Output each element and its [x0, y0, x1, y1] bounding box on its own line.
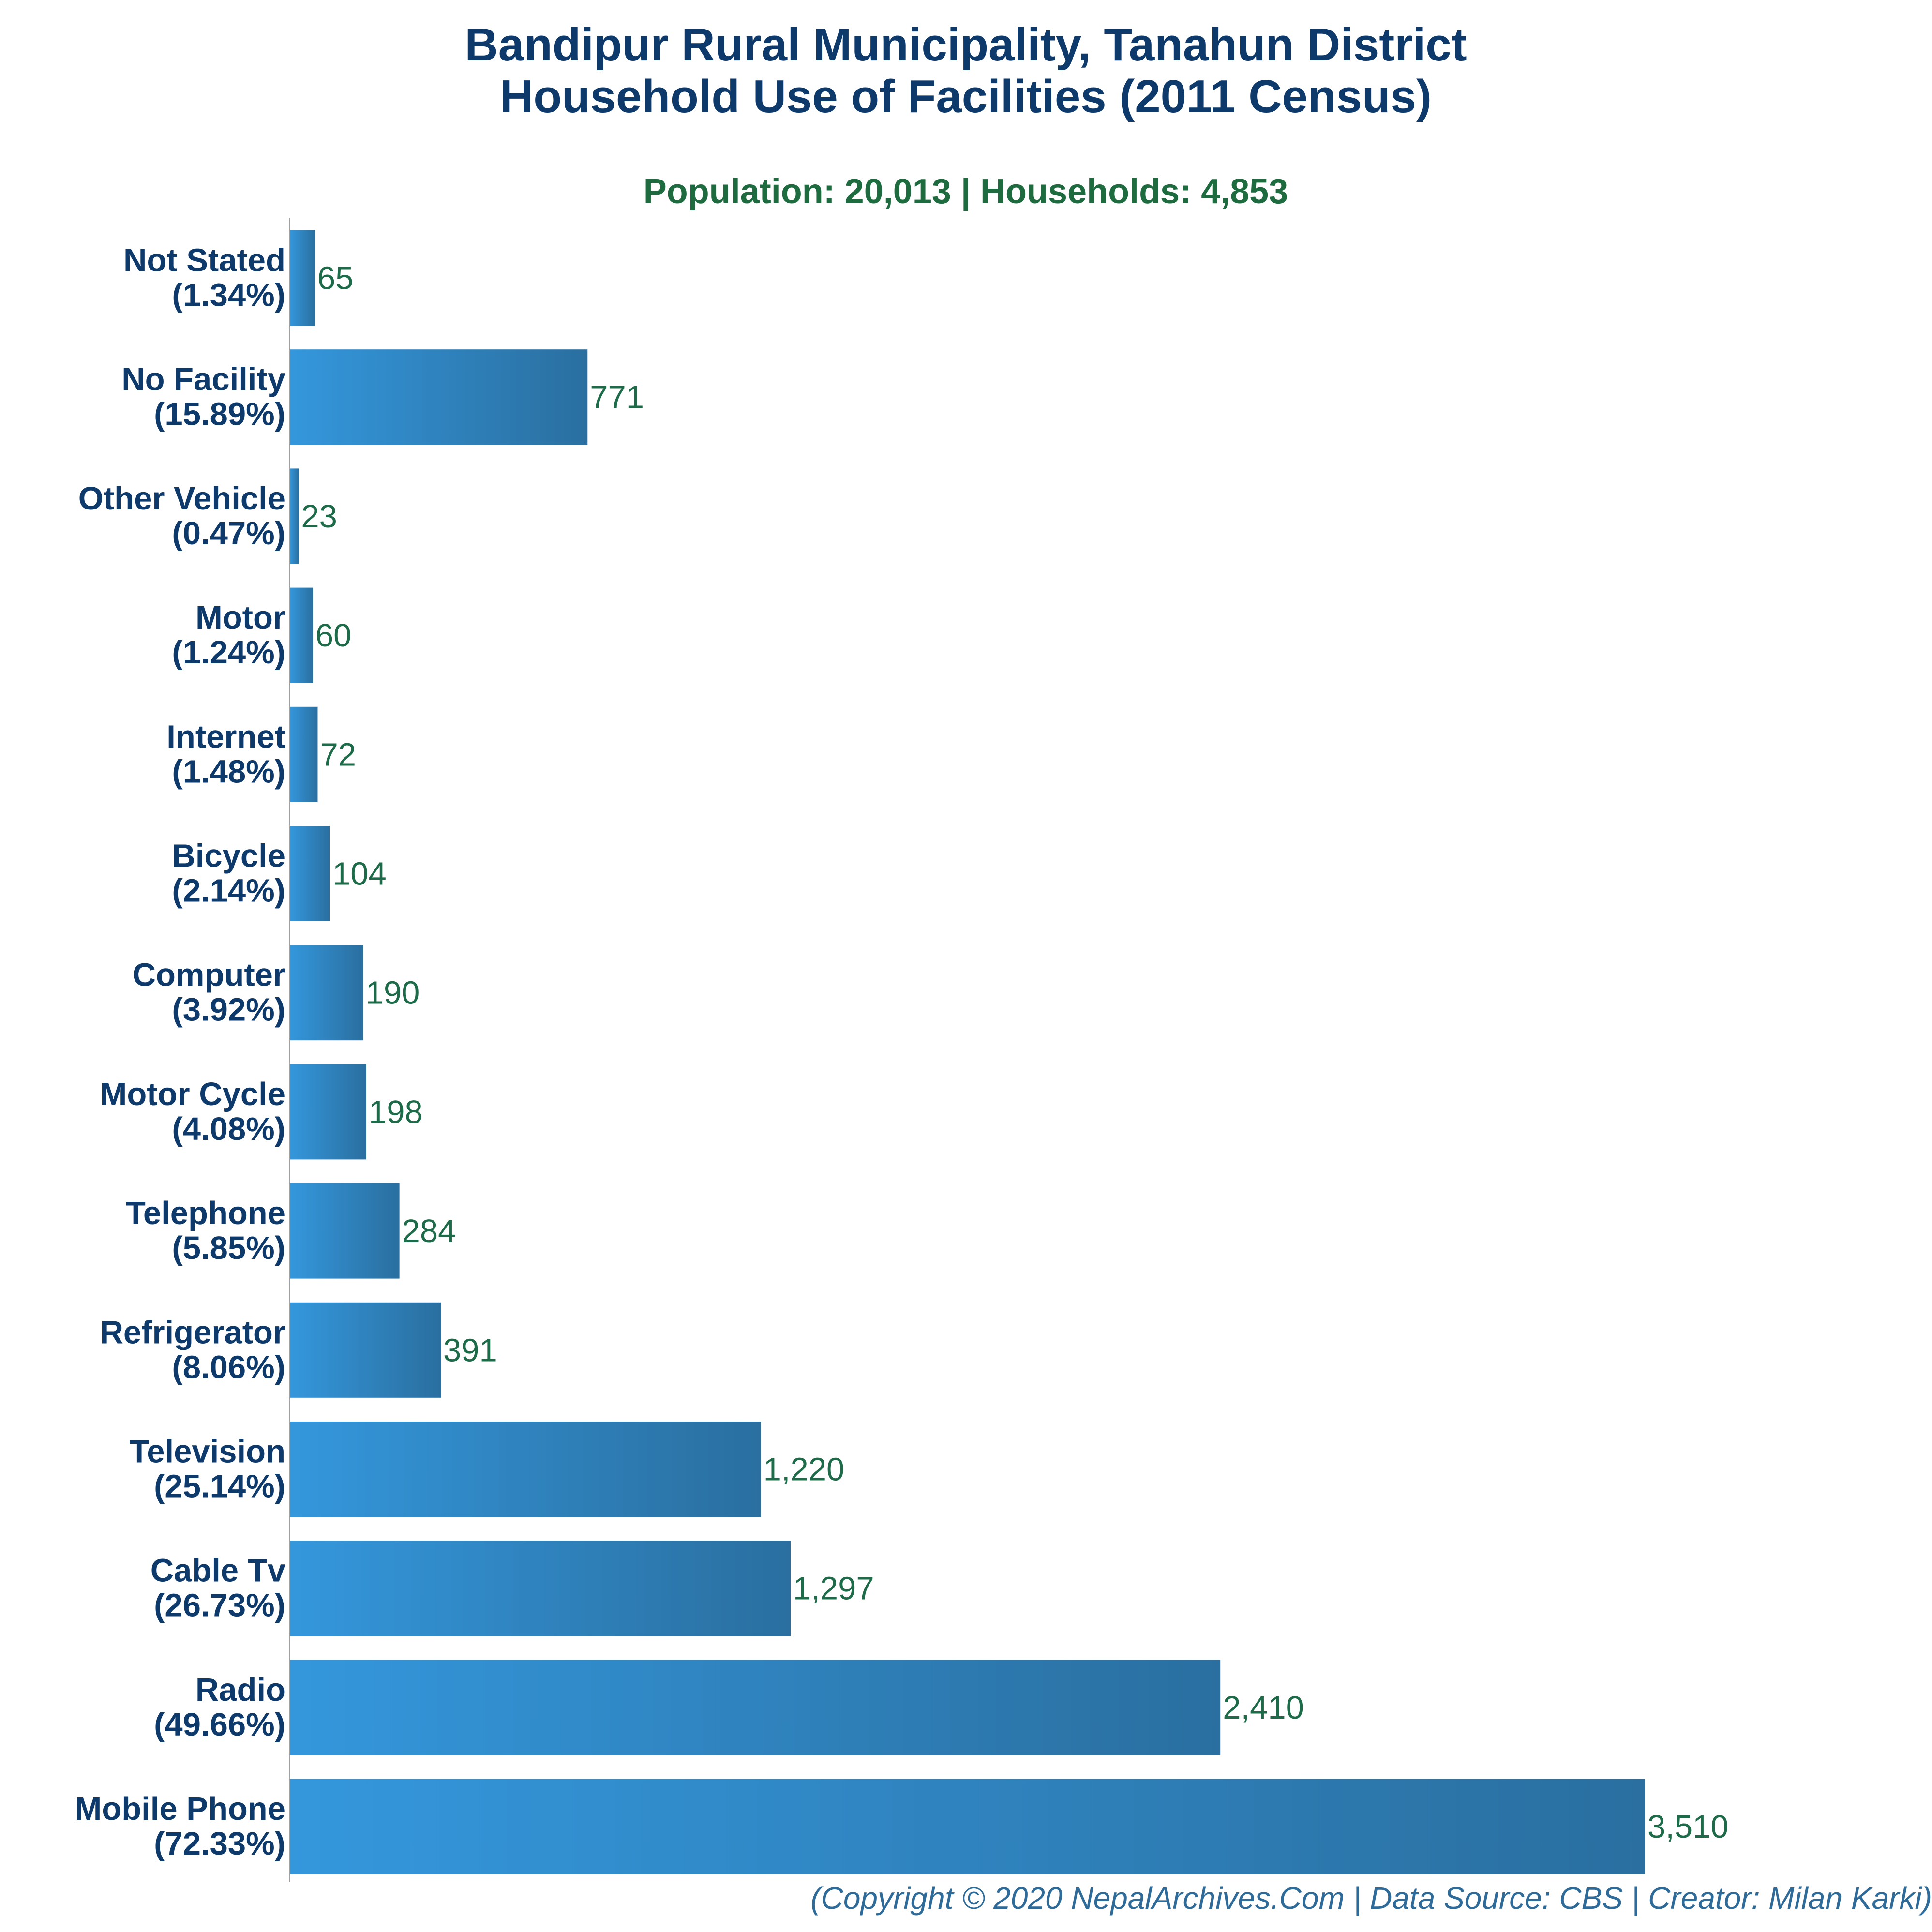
category-label-computer: Computer [133, 957, 285, 993]
percent-label-mobile-phone: (72.33%) [154, 1826, 285, 1862]
category-label-radio: Radio [195, 1672, 285, 1708]
bar-not-stated [290, 230, 315, 326]
bar-mobile-phone [290, 1779, 1645, 1874]
category-label-refrigerator: Refrigerator [100, 1314, 285, 1350]
chart-footer: (Copyright © 2020 NepalArchives.Com | Da… [810, 1881, 1932, 1916]
category-label-not-stated: Not Stated [123, 242, 285, 279]
labels-layer: 65 Not Stated(1.34%) 771 No Facility(15.89%… [75, 242, 1729, 1862]
bar-motor-cycle [290, 1064, 367, 1160]
percent-label-television: (25.14%) [154, 1468, 285, 1505]
bar-internet [290, 706, 318, 802]
value-label-computer: 190 [366, 975, 420, 1011]
percent-label-no-facility: (15.89%) [154, 396, 285, 433]
value-label-television: 1,220 [764, 1452, 845, 1488]
bars-layer [290, 230, 1645, 1874]
percent-label-not-stated: (1.34%) [172, 277, 285, 314]
chart-subtitle: Population: 20,013 | Households: 4,853 [644, 172, 1288, 211]
category-label-motor-cycle: Motor Cycle [100, 1076, 285, 1112]
bar-cable-tv [290, 1541, 791, 1636]
value-label-radio: 2,410 [1223, 1690, 1304, 1726]
value-label-not-stated: 65 [317, 260, 354, 297]
value-label-motor-cycle: 198 [369, 1094, 423, 1130]
category-label-bicycle: Bicycle [172, 838, 285, 874]
chart-title-line2: Household Use of Facilities (2011 Census… [500, 71, 1432, 122]
category-label-other-vehicle: Other Vehicle [78, 480, 285, 517]
bar-bicycle [290, 826, 330, 921]
category-label-internet: Internet [166, 719, 285, 755]
category-label-motor: Motor [195, 599, 285, 636]
bar-no-facility [290, 349, 588, 445]
percent-label-radio: (49.66%) [154, 1707, 285, 1743]
value-label-internet: 72 [320, 736, 356, 773]
category-label-cable-tv: Cable Tv [150, 1553, 285, 1589]
percent-label-other-vehicle: (0.47%) [172, 515, 285, 552]
percent-label-cable-tv: (26.73%) [154, 1588, 285, 1624]
value-label-other-vehicle: 23 [301, 498, 337, 535]
value-label-no-facility: 771 [590, 379, 644, 416]
bar-computer [290, 945, 363, 1041]
percent-label-motor-cycle: (4.08%) [172, 1111, 285, 1147]
percent-label-internet: (1.48%) [172, 753, 285, 790]
value-label-motor: 60 [315, 617, 352, 654]
bar-television [290, 1422, 761, 1517]
value-label-refrigerator: 391 [443, 1332, 497, 1368]
percent-label-refrigerator: (8.06%) [172, 1349, 285, 1385]
bar-telephone [290, 1183, 400, 1279]
chart-title-line1: Bandipur Rural Municipality, Tanahun Dis… [464, 19, 1467, 71]
value-label-mobile-phone: 3,510 [1647, 1809, 1729, 1845]
value-label-telephone: 284 [402, 1213, 456, 1249]
bar-refrigerator [290, 1302, 441, 1398]
value-label-cable-tv: 1,297 [793, 1571, 874, 1607]
category-label-television: Television [129, 1434, 285, 1470]
percent-label-bicycle: (2.14%) [172, 873, 285, 909]
category-label-no-facility: No Facility [121, 361, 285, 398]
bar-other-vehicle [290, 468, 299, 564]
value-label-bicycle: 104 [332, 856, 387, 892]
bar-motor [290, 587, 313, 683]
percent-label-telephone: (5.85%) [172, 1230, 285, 1266]
category-label-mobile-phone: Mobile Phone [75, 1791, 286, 1827]
percent-label-motor: (1.24%) [172, 634, 285, 671]
bar-radio [290, 1660, 1221, 1755]
category-label-telephone: Telephone [126, 1195, 285, 1231]
percent-label-computer: (3.92%) [172, 992, 285, 1028]
